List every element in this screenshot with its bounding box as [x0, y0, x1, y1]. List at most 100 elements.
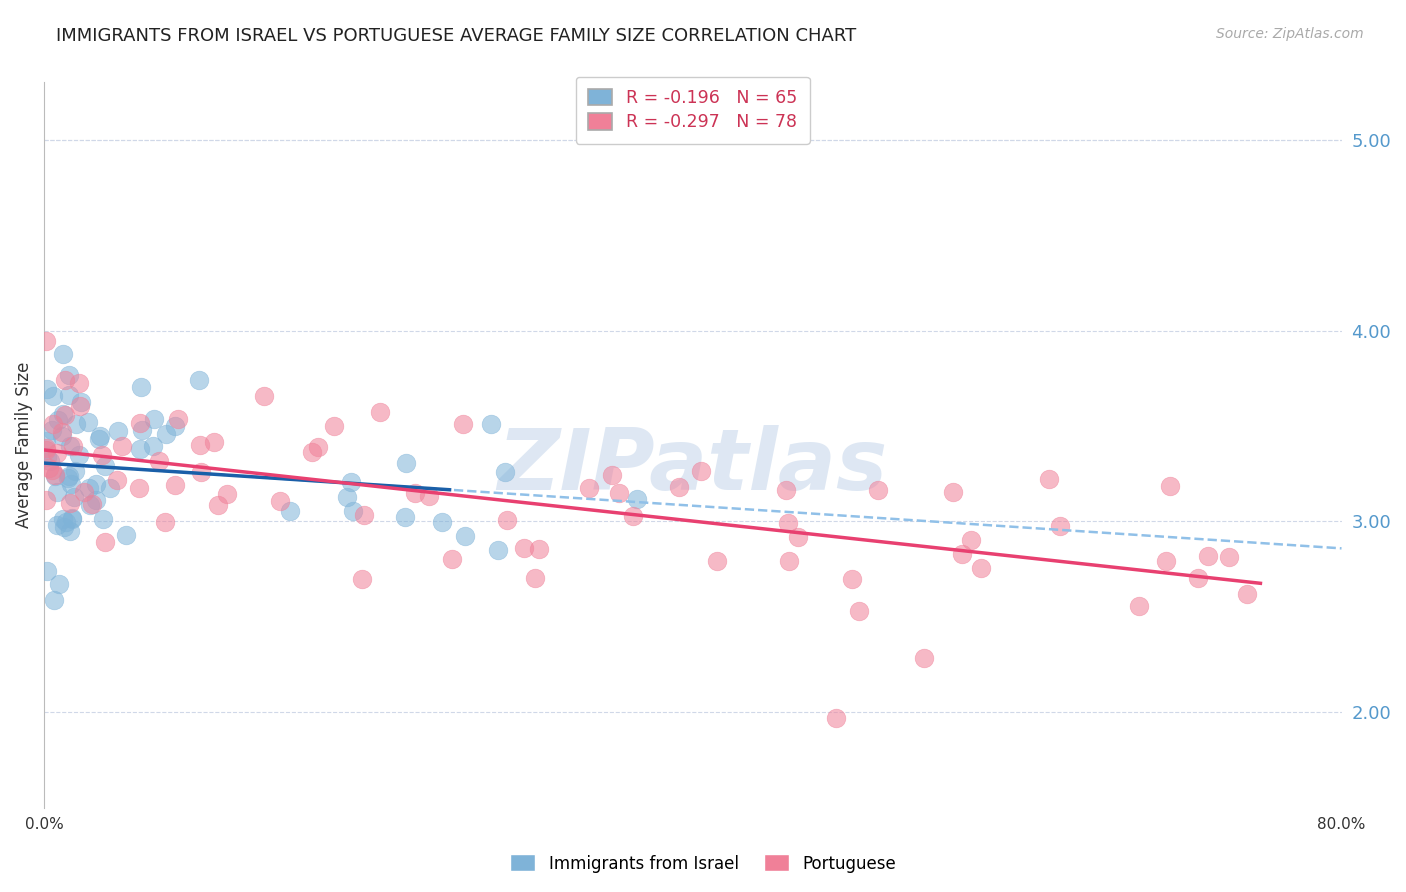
Point [73, 485, 96, 500]
Point [486, 542, 509, 557]
Point [41, 423, 63, 437]
Point [52, 407, 75, 421]
Point [44, 467, 66, 482]
Point [87, 433, 110, 447]
Point [578, 481, 600, 495]
Point [65, 464, 87, 478]
Point [370, 405, 392, 419]
Point [59, 496, 82, 510]
Point [84, 493, 107, 508]
Point [404, 485, 426, 500]
Point [69, 399, 91, 413]
Point [778, 554, 800, 568]
Point [37, 383, 59, 397]
Point [775, 483, 797, 497]
Point [307, 441, 329, 455]
Point [1038, 472, 1060, 486]
Point [454, 529, 477, 543]
Point [98, 481, 121, 495]
Point [82, 497, 104, 511]
Point [52, 512, 75, 526]
Point [269, 494, 291, 508]
Point [1049, 518, 1071, 533]
Text: IMMIGRANTS FROM ISRAEL VS PORTUGUESE AVERAGE FAMILY SIZE CORRELATION CHART: IMMIGRANTS FROM ISRAEL VS PORTUGUESE AVE… [56, 27, 856, 45]
Point [65, 417, 87, 431]
Point [51, 425, 73, 439]
Point [60, 512, 83, 526]
Point [479, 417, 502, 432]
Point [89, 428, 111, 442]
Point [70, 395, 93, 409]
Point [432, 516, 454, 530]
Point [841, 572, 863, 586]
Point [67, 448, 90, 462]
Point [93, 512, 115, 526]
Point [494, 466, 516, 480]
Point [56, 471, 79, 485]
Point [668, 480, 690, 494]
Point [626, 491, 648, 506]
Point [58, 468, 80, 483]
Point [79, 498, 101, 512]
Point [44, 468, 66, 483]
Point [1154, 554, 1177, 568]
Point [41, 463, 63, 477]
Point [786, 530, 808, 544]
Point [52, 347, 75, 361]
Point [94, 534, 117, 549]
Point [35, 493, 58, 508]
Point [153, 515, 176, 529]
Point [1159, 478, 1181, 492]
Point [59, 439, 82, 453]
Point [440, 551, 463, 566]
Point [107, 425, 129, 439]
Point [280, 503, 302, 517]
Point [202, 435, 225, 450]
Point [59, 524, 82, 539]
Point [513, 541, 536, 556]
Point [1218, 549, 1240, 564]
Point [131, 423, 153, 437]
Point [60, 477, 83, 491]
Point [46, 413, 69, 427]
Point [35, 434, 58, 449]
Point [128, 416, 150, 430]
Point [115, 528, 138, 542]
Point [84, 477, 107, 491]
Text: ZIPatlas: ZIPatlas [498, 425, 889, 508]
Point [1197, 549, 1219, 563]
Point [187, 373, 209, 387]
Point [58, 368, 80, 382]
Point [163, 478, 186, 492]
Point [336, 490, 359, 504]
Point [35, 442, 58, 457]
Point [609, 485, 631, 500]
Point [63, 490, 86, 504]
Point [77, 481, 100, 495]
Point [37, 450, 59, 465]
Point [105, 473, 128, 487]
Point [35, 441, 58, 455]
Point [342, 504, 364, 518]
Point [529, 541, 551, 556]
Point [621, 508, 644, 523]
Point [523, 571, 546, 585]
Point [53, 373, 76, 387]
Point [128, 481, 150, 495]
Point [142, 439, 165, 453]
Point [42, 592, 65, 607]
Point [48, 577, 70, 591]
Point [91, 448, 114, 462]
Point [58, 388, 80, 402]
Point [52, 520, 75, 534]
Point [38, 454, 60, 468]
Point [110, 439, 132, 453]
Point [353, 508, 375, 523]
Point [942, 485, 965, 500]
Point [38, 461, 60, 475]
Point [67, 376, 90, 391]
Point [163, 419, 186, 434]
Legend: R = -0.196   N = 65, R = -0.297   N = 78: R = -0.196 N = 65, R = -0.297 N = 78 [576, 77, 810, 144]
Text: Source: ZipAtlas.com: Source: ZipAtlas.com [1216, 27, 1364, 41]
Point [848, 604, 870, 618]
